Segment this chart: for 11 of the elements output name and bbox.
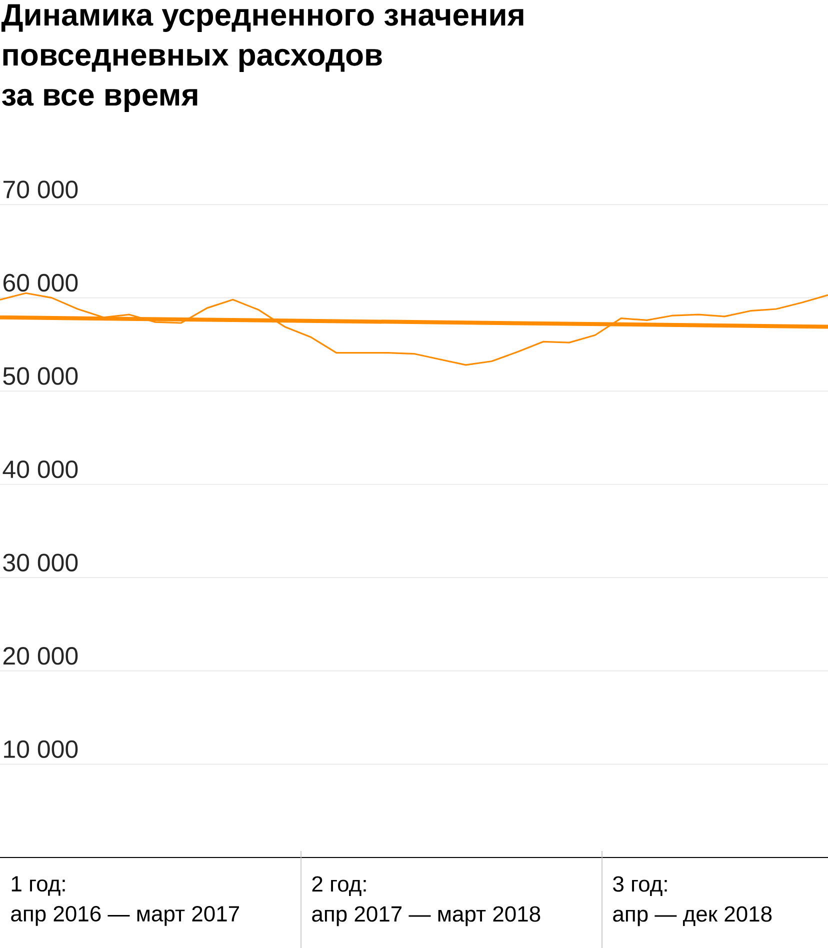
chart-title: Динамика усредненного значения повседневных расходов за все время xyxy=(1,4,524,112)
text: 2 год: апр 2017 — март 2018 xyxy=(312,876,540,926)
y-tick-label: 30 000 xyxy=(3,554,78,572)
y-tick-label: 70 000 xyxy=(3,180,78,198)
y-tick-label: 10 000 xyxy=(4,740,78,758)
text: 1 год: апр 2016 — март 2017 xyxy=(11,876,239,926)
y-tick-label: 60 000 xyxy=(3,274,78,292)
text: 3 год: апр — дек 2018 xyxy=(613,876,772,926)
y-tick-label: 40 000 xyxy=(2,460,78,478)
y-tick-label: 20 000 xyxy=(3,647,78,665)
y-tick-label: 50 000 xyxy=(3,367,78,385)
